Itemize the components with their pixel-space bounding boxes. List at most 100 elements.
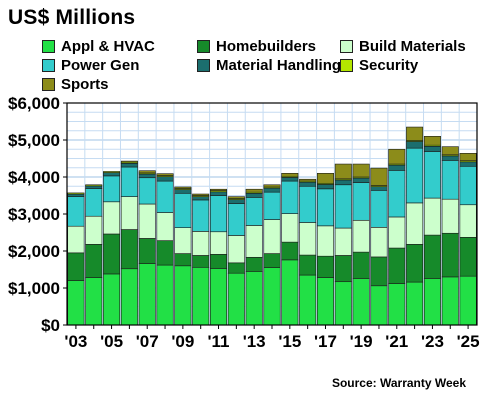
bar-segment-appl-hvac-2021 xyxy=(388,283,406,326)
bar-segment-homebuilders-2017 xyxy=(316,255,334,278)
bar-segment-homebuilders-2013 xyxy=(245,256,263,272)
bar-segment-power-gen-2009 xyxy=(174,192,192,228)
bar-segment-power-gen-2019 xyxy=(352,182,370,221)
bar-segment-material-handling-2018 xyxy=(334,179,352,186)
bar-segment-material-handling-2010 xyxy=(192,196,210,201)
bar-segment-power-gen-2022 xyxy=(406,147,424,204)
bar-segment-appl-hvac-2016 xyxy=(299,274,317,326)
bar-segment-build-materials-2005 xyxy=(103,201,121,235)
bar-segment-material-handling-2006 xyxy=(120,163,138,168)
legend-item-sports: Sports xyxy=(42,76,109,93)
bar-segment-appl-hvac-2019 xyxy=(352,278,370,326)
bar-segment-power-gen-2020 xyxy=(370,190,388,228)
bar-segment-build-materials-2021 xyxy=(388,216,406,249)
bar-segment-material-handling-2009 xyxy=(174,189,192,194)
bar-segment-sports-2019 xyxy=(352,163,370,178)
bar-segment-sports-2021 xyxy=(388,148,406,165)
bar-segment-homebuilders-2022 xyxy=(406,244,424,283)
bar-segment-appl-hvac-2017 xyxy=(316,277,334,326)
chart-title: US$ Millions xyxy=(8,6,136,29)
bar-segment-homebuilders-2023 xyxy=(423,234,441,279)
bar-segment-material-handling-2017 xyxy=(316,184,334,190)
bar-segment-sports-2012 xyxy=(227,196,245,199)
bar-segment-homebuilders-2004 xyxy=(85,244,103,278)
bar-segment-material-handling-2020 xyxy=(370,186,388,191)
legend-swatch-appl-hvac xyxy=(42,40,55,53)
legend-item-material-handling: Material Handling xyxy=(197,57,341,74)
legend-swatch-material-handling xyxy=(197,59,210,72)
bar-segment-appl-hvac-2003 xyxy=(67,280,85,326)
bar-segment-build-materials-2022 xyxy=(406,202,424,245)
bar-segment-power-gen-2014 xyxy=(263,191,281,220)
legend-label-power-gen: Power Gen xyxy=(61,57,140,74)
bar-segment-homebuilders-2020 xyxy=(370,256,388,287)
x-tick-label: '25 xyxy=(457,332,480,351)
legend-swatch-power-gen xyxy=(42,59,55,72)
legend-item-power-gen: Power Gen xyxy=(42,57,139,74)
bar-segment-sports-2009 xyxy=(174,186,192,189)
bar-segment-power-gen-2025 xyxy=(459,165,477,206)
bar-segment-material-handling-2014 xyxy=(263,187,281,193)
x-tick-label: '23 xyxy=(421,332,444,351)
bar-segment-appl-hvac-2022 xyxy=(406,281,424,326)
bar-segment-material-handling-2013 xyxy=(245,192,263,198)
bar-segment-build-materials-2024 xyxy=(441,198,459,234)
bar-segment-homebuilders-2019 xyxy=(352,251,370,279)
bar-segment-sports-2014 xyxy=(263,184,281,188)
legend-label-build-materials: Build Materials xyxy=(359,38,466,55)
bar-segment-power-gen-2010 xyxy=(192,199,210,232)
x-tick-label: '07 xyxy=(136,332,159,351)
bar-segment-appl-hvac-2018 xyxy=(334,281,352,326)
bar-segment-homebuilders-2005 xyxy=(103,233,121,275)
bar-segment-sports-2025 xyxy=(459,153,477,162)
bar-segment-appl-hvac-2010 xyxy=(192,266,210,326)
x-tick-label: '03 xyxy=(64,332,87,351)
bar-segment-appl-hvac-2020 xyxy=(370,285,388,326)
bar-segment-material-handling-2023 xyxy=(423,145,441,152)
bar-segment-build-materials-2010 xyxy=(192,231,210,256)
bar-segment-build-materials-2011 xyxy=(210,231,228,255)
legend-item-build-materials: Build Materials xyxy=(340,38,466,55)
y-tick-label: $5,000 xyxy=(8,131,60,150)
bar-segment-material-handling-2024 xyxy=(441,155,459,161)
bar-segment-material-handling-2021 xyxy=(388,164,406,171)
source-note: Source: Warranty Week xyxy=(331,376,466,390)
bar-segment-security-2004 xyxy=(85,184,103,187)
bar-segment-homebuilders-2003 xyxy=(67,252,85,281)
bar-segment-sports-2016 xyxy=(299,178,317,182)
bar-segment-homebuilders-2012 xyxy=(227,262,245,274)
bar-segment-power-gen-2015 xyxy=(281,180,299,214)
y-tick-label: $3,000 xyxy=(8,205,60,224)
legend-swatch-sports xyxy=(42,78,55,91)
bar-segment-material-handling-2004 xyxy=(85,185,103,189)
bar-segment-homebuilders-2006 xyxy=(120,229,138,270)
bar-segment-power-gen-2024 xyxy=(441,160,459,200)
bar-segment-build-materials-2007 xyxy=(138,203,156,239)
bar-segment-homebuilders-2014 xyxy=(263,253,281,268)
legend: Appl & HVAC Homebuilders Build Materials… xyxy=(0,0,480,100)
bar-segment-appl-hvac-2007 xyxy=(138,263,156,326)
bar-segment-material-handling-2007 xyxy=(138,173,156,179)
bar-segment-homebuilders-2016 xyxy=(299,254,317,276)
bar-segment-build-materials-2006 xyxy=(120,196,138,230)
legend-label-sports: Sports xyxy=(61,76,109,93)
bar-segment-appl-hvac-2015 xyxy=(281,259,299,326)
bar-segment-power-gen-2013 xyxy=(245,197,263,226)
y-tick-label: $4,000 xyxy=(8,168,60,187)
legend-label-material-handling: Material Handling xyxy=(216,57,342,74)
bar-segment-appl-hvac-2011 xyxy=(210,268,228,326)
bar-segment-sports-2007 xyxy=(138,170,156,174)
x-tick-label: '17 xyxy=(314,332,337,351)
bar-segment-material-handling-2015 xyxy=(281,177,299,182)
bar-segment-sports-2006 xyxy=(120,160,138,163)
bar-segment-sports-2015 xyxy=(281,173,299,177)
y-tick-label: $2,000 xyxy=(8,242,60,261)
bar-segment-power-gen-2018 xyxy=(334,184,352,229)
bar-segment-build-materials-2015 xyxy=(281,213,299,243)
bar-segment-build-materials-2012 xyxy=(227,235,245,264)
bar-segment-build-materials-2009 xyxy=(174,227,192,254)
bar-segment-homebuilders-2010 xyxy=(192,255,210,268)
bar-segment-material-handling-2019 xyxy=(352,177,370,183)
x-tick-label: '19 xyxy=(350,332,373,351)
